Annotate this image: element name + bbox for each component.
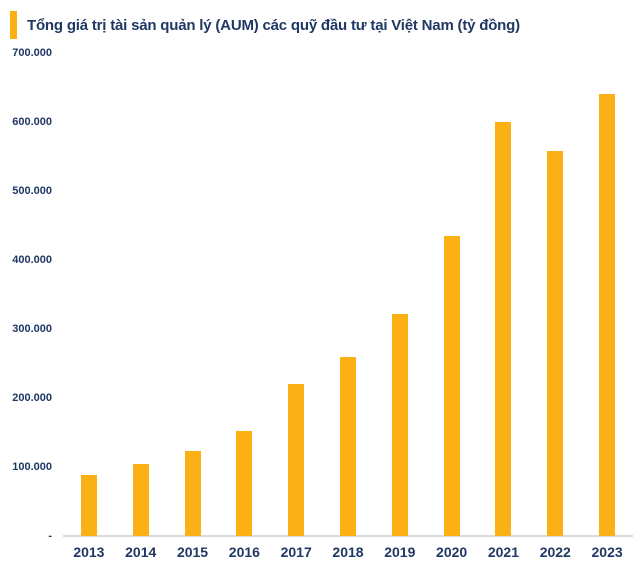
title-accent-bar xyxy=(10,11,17,39)
x-tick-label-2017: 2017 xyxy=(280,544,312,560)
y-tick-label-100000: 100.000 xyxy=(12,461,52,473)
chart-header: Tổng giá trị tài sản quản lý (AUM) các q… xyxy=(10,11,520,39)
bar-2019 xyxy=(391,313,408,536)
x-tick-label-2015: 2015 xyxy=(176,544,209,560)
x-tick-label-2022: 2022 xyxy=(539,544,571,560)
bar-2021 xyxy=(495,122,512,536)
y-tick-label-200000: 200.000 xyxy=(12,392,52,404)
bar-2018 xyxy=(340,356,356,536)
y-tick-label-600000: 600.000 xyxy=(12,116,52,128)
x-tick-label-2019: 2019 xyxy=(384,544,416,560)
bar-2022 xyxy=(547,150,564,536)
x-tick-label-2023: 2023 xyxy=(591,544,623,560)
bar-2023 xyxy=(599,94,616,536)
y-tick-label-300000: 300.000 xyxy=(12,323,52,335)
x-tick-label-2021: 2021 xyxy=(487,544,520,560)
bar-2014 xyxy=(132,463,149,536)
chart-title: Tổng giá trị tài sản quản lý (AUM) các q… xyxy=(27,16,520,34)
y-tick-label-500000: 500.000 xyxy=(12,185,52,197)
y-tick-label-700000: 700.000 xyxy=(12,47,52,59)
x-tick-label-2020: 2020 xyxy=(436,544,468,560)
bar-2015 xyxy=(184,451,201,536)
bar-2016 xyxy=(236,431,253,536)
y-tick-label-400000: 400.000 xyxy=(12,254,52,266)
x-tick-label-2013: 2013 xyxy=(73,544,105,560)
bar-2017 xyxy=(288,384,305,536)
x-tick-label-2018: 2018 xyxy=(332,544,364,560)
x-tick-label-2016: 2016 xyxy=(228,544,260,560)
y-tick-label-0: - xyxy=(48,530,52,542)
x-axis-baseline xyxy=(63,535,633,537)
bar-2020 xyxy=(443,235,460,536)
bar-2013 xyxy=(80,474,97,536)
x-tick-label-2014: 2014 xyxy=(125,544,157,560)
